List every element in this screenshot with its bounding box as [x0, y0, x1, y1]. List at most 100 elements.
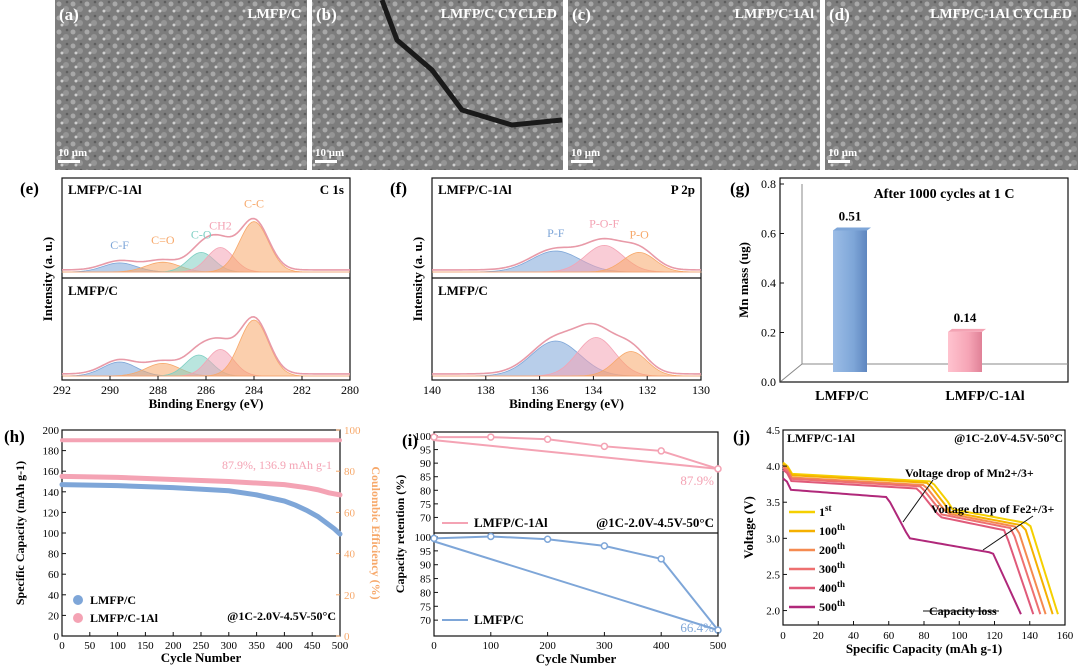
- x-tick-label: 136: [531, 383, 549, 397]
- x-tick-label: 100: [951, 630, 968, 642]
- x-tick-label: 130: [692, 383, 710, 397]
- y-tick-label: 70: [420, 615, 432, 627]
- legend-label: 300th: [819, 560, 845, 576]
- y-tick-label: 2.0: [766, 606, 780, 618]
- bar-lmfp/c-1al: [948, 331, 982, 372]
- data-point: [430, 534, 438, 543]
- data-point: [657, 555, 665, 563]
- y-tick-label: 85: [420, 574, 432, 586]
- curve-cycle-500: [782, 477, 1022, 615]
- core-level-title: P 2p: [671, 182, 695, 197]
- bar-top: [833, 227, 871, 231]
- y2-axis-label: Coulombic Efficiency (%): [369, 466, 383, 599]
- x-tick-label: 140: [1022, 630, 1039, 642]
- x-tick-label: 0: [431, 640, 437, 652]
- panel-letter: (j): [733, 427, 750, 446]
- x-category-label: LMFP/C: [815, 389, 869, 404]
- bar-lmfp/c: [833, 230, 867, 372]
- sample-label: LMFP/C: [438, 283, 488, 298]
- y-axis-label: Capacity retention (%): [393, 475, 407, 593]
- x-axis-label: Binding Energy (eV): [149, 396, 264, 411]
- legend-label: 400th: [819, 579, 845, 595]
- y-tick-label: 0.6: [761, 227, 776, 241]
- curve-cycle-300: [782, 466, 1042, 615]
- y-tick-label: 3.0: [766, 533, 780, 545]
- data-point: [430, 433, 438, 441]
- y-tick-label: 160: [43, 466, 60, 478]
- annotation-arrow: [902, 479, 934, 523]
- x-tick-label: 60: [883, 630, 895, 642]
- x-tick-label: 0: [59, 640, 65, 652]
- y-tick-label: 0.2: [761, 326, 776, 340]
- y-tick-label: 4.0: [766, 461, 780, 473]
- x-tick-label: 288: [149, 383, 167, 397]
- sample-label: LMFP/C-1Al: [787, 431, 856, 445]
- y2-tick-label: 40: [344, 549, 356, 561]
- x-tick-label: 40: [848, 630, 860, 642]
- annotation-mn: Voltage drop of Mn2+/3+: [905, 466, 1034, 480]
- data-point: [600, 442, 609, 451]
- x-tick-label: 0: [780, 630, 786, 642]
- panel-letter: (f): [390, 179, 407, 198]
- y-axis-label: Mn mass (ug): [736, 242, 751, 318]
- y-tick-label: 80: [420, 485, 432, 497]
- legend-label: LMFP/C-1Al: [90, 611, 159, 625]
- x-tick-label: 300: [221, 640, 238, 652]
- x-tick-label: 160: [1057, 630, 1074, 642]
- x-tick-label: 290: [101, 383, 119, 397]
- bar-value-label: 0.14: [954, 310, 977, 325]
- x-tick-label: 292: [53, 383, 71, 397]
- curve-cycle-400: [782, 468, 1035, 615]
- sample-label: LMFP/C: [68, 283, 118, 298]
- x-tick-label: 50: [84, 640, 96, 652]
- x-tick-label: 200: [539, 640, 556, 652]
- x-tick-label: 150: [137, 640, 154, 652]
- x-tick-label: 500: [332, 640, 349, 652]
- y-tick-label: 80: [48, 549, 60, 561]
- y-tick-label: 0: [54, 631, 60, 643]
- scale-bar: [828, 160, 850, 163]
- legend-marker: [73, 613, 83, 623]
- x-tick-label: 284: [245, 383, 263, 397]
- y-tick-label: 75: [420, 601, 432, 613]
- x-tick-label: 250: [193, 640, 210, 652]
- plot-frame: [431, 177, 702, 381]
- return-line: [433, 540, 719, 632]
- y2-tick-label: 20: [344, 590, 356, 602]
- sem-image: [312, 0, 563, 170]
- fit-peak-c-c: [62, 221, 350, 273]
- y-tick-label: 70: [420, 512, 432, 524]
- legend-label: 100th: [819, 522, 845, 538]
- series-lmfp/c: [433, 535, 719, 631]
- y-tick-label: 0.0: [761, 375, 776, 389]
- x-tick-label: 200: [165, 640, 182, 652]
- y-axis-label: Intensity (a. u.): [410, 237, 425, 322]
- scale-bar-label: 10 μm: [828, 147, 857, 159]
- sem-panel-letter: (a): [59, 5, 79, 24]
- series-lmfp/c-1al: [59, 473, 343, 498]
- x-tick-label: 140: [423, 383, 441, 397]
- y-tick-label: 90: [420, 560, 432, 572]
- x-axis-label: Specific Capacity (mAh g-1): [846, 641, 1002, 656]
- legend-label: LMFP/C: [90, 593, 136, 607]
- scale-bar-label: 10 μm: [58, 147, 87, 159]
- fit-peak-p-o: [432, 351, 702, 377]
- y-tick-label: 100: [43, 528, 60, 540]
- legend-label: 200th: [819, 541, 845, 557]
- y-tick-label: 200: [43, 425, 60, 437]
- y2-tick-label: 0: [344, 631, 350, 643]
- sem-image: [568, 0, 820, 170]
- condition-label: @1C-2.0V-4.5V-50°C: [954, 431, 1063, 445]
- y-tick-label: 120: [43, 507, 60, 519]
- x-tick-label: 282: [293, 383, 311, 397]
- y-tick-label: 95: [420, 445, 432, 457]
- peak-label: C-F: [110, 238, 129, 252]
- peak-label: C=O: [151, 233, 175, 247]
- y-tick-label: 0.4: [761, 276, 776, 290]
- sem-panel-title: LMFP/C-1Al: [735, 7, 814, 22]
- peak-label: P-O-F: [589, 216, 619, 230]
- data-point: [487, 433, 495, 441]
- chart-title: After 1000 cycles at 1 C: [874, 187, 1015, 202]
- peak-label: P-O: [629, 227, 649, 241]
